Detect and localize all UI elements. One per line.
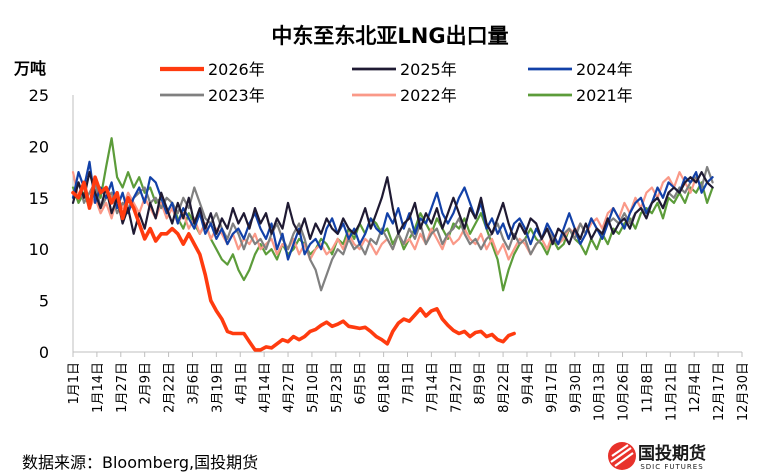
y-tick-label: 0: [39, 343, 49, 362]
x-tick-label: 9月17日: [545, 362, 560, 413]
x-tick-label: 5月23日: [330, 362, 345, 413]
x-tick-label: 4月27日: [282, 362, 297, 413]
x-tick-label: 4月14日: [258, 362, 273, 413]
logo-name: 国投期货: [638, 443, 706, 464]
y-axis-unit-label: 万吨: [13, 59, 46, 78]
x-tick-label: 7月1日: [402, 362, 417, 405]
y-axis: 0 5 10 15 20 25: [29, 86, 74, 362]
x-tick-label: 5月10日: [306, 362, 321, 413]
x-tick-label: 1月27日: [115, 362, 130, 413]
x-tick-label: 2月9日: [139, 362, 154, 405]
x-tick-label: 1月1日: [67, 362, 82, 405]
legend-label: 2025年: [400, 60, 457, 79]
x-tick-label: 6月18日: [378, 362, 393, 413]
x-tick-label: 11月8日: [640, 362, 655, 413]
x-tick-label: 12月4日: [688, 362, 703, 413]
x-tick-label: 6月5日: [354, 362, 369, 405]
source-note: 数据来源：Bloomberg,国投期货: [22, 453, 258, 472]
legend-label: 2023年: [208, 86, 265, 105]
series-line-2025年: [71, 171, 714, 246]
logo-mark-icon: [608, 442, 636, 470]
x-tick-label: 9月4日: [521, 362, 536, 405]
x-tick-label: 10月13日: [593, 362, 608, 421]
x-tick-label: 4月1日: [234, 362, 249, 405]
x-tick-label: 7月27日: [449, 362, 464, 413]
x-tick-label: 7月14日: [425, 362, 440, 413]
legend-label: 2022年: [400, 86, 457, 105]
x-tick-label: 2月22日: [163, 362, 178, 413]
legend: 2026年 2025年 2024年 2023年 2022年 2021年: [160, 60, 633, 105]
y-tick-label: 25: [29, 86, 49, 105]
x-axis: 1月1日 1月14日 1月27日 2月9日 2月22日 3月6日 3月19日 4月1日 4月14…: [67, 351, 751, 421]
x-tick-label: 8月22日: [497, 362, 512, 413]
legend-label: 2024年: [576, 60, 633, 79]
x-tick-label: 12月17日: [712, 362, 727, 421]
chart-title: 中东至东北亚LNG出口量: [271, 24, 508, 48]
x-tick-label: 1月14日: [91, 362, 106, 413]
x-tick-label: 3月19日: [210, 362, 225, 413]
y-tick-label: 10: [29, 240, 49, 259]
series-line-2026年: [71, 175, 516, 352]
legend-label: 2021年: [576, 86, 633, 105]
series-line-2024年: [71, 160, 714, 261]
x-tick-label: 9月30日: [569, 362, 584, 413]
sdic-futures-logo: 国投期货 SDIC FUTURES: [608, 442, 706, 471]
x-tick-label: 10月26日: [617, 362, 632, 421]
legend-label: 2026年: [208, 60, 265, 79]
y-tick-label: 5: [39, 292, 49, 311]
y-tick-label: 15: [29, 189, 49, 208]
x-tick-label: 8月9日: [473, 362, 488, 405]
y-tick-label: 20: [29, 137, 49, 156]
plot-lines: [71, 137, 714, 352]
logo-subtitle: SDIC FUTURES: [640, 463, 703, 471]
x-tick-label: 11月21日: [664, 362, 679, 421]
x-tick-label: 12月30日: [736, 362, 751, 421]
x-tick-label: 3月6日: [186, 362, 201, 405]
